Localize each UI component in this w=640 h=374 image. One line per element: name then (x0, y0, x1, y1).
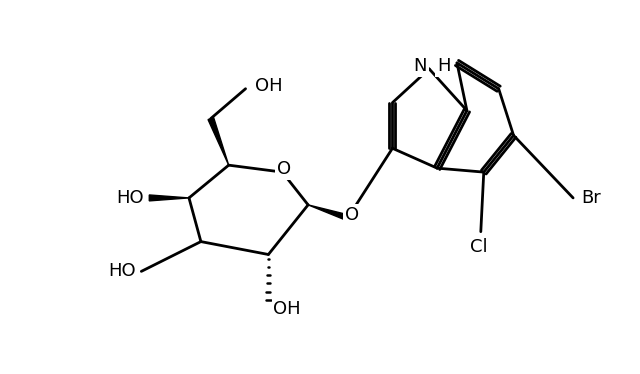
Text: O: O (345, 206, 359, 224)
Text: OH: OH (255, 77, 283, 95)
Text: HO: HO (116, 189, 144, 207)
Polygon shape (149, 195, 189, 201)
Text: HO: HO (109, 263, 136, 280)
Text: Br: Br (581, 189, 601, 207)
Polygon shape (208, 117, 228, 165)
Text: N: N (413, 57, 427, 75)
Polygon shape (308, 205, 349, 221)
Text: Cl: Cl (470, 237, 488, 255)
Text: OH: OH (273, 300, 301, 318)
Text: H: H (437, 57, 451, 75)
Text: O: O (277, 160, 291, 178)
